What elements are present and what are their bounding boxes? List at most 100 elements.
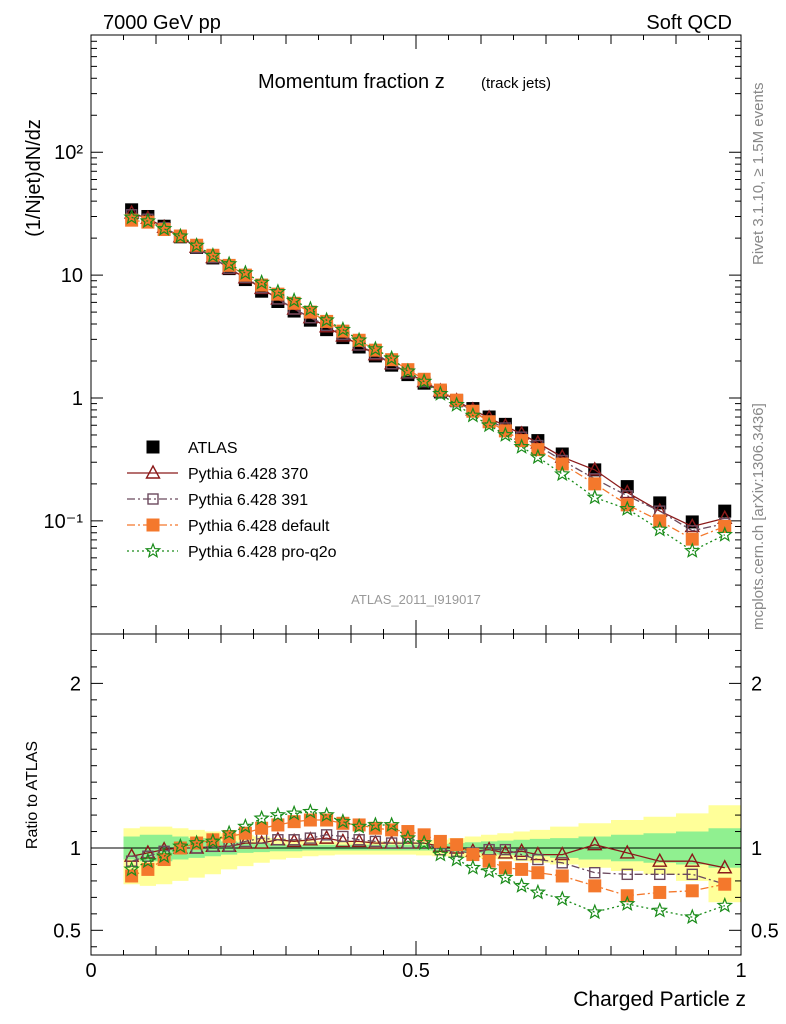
pythia-6-428-391-ratio-point: [369, 835, 382, 848]
pythia-6-428-default-ratio-point: [685, 884, 699, 898]
pythia-6-428-pro-q2o-point: [367, 340, 384, 357]
pythia-6-428-default-ratio-point: [555, 869, 569, 883]
pythia-6-428-default-ratio-point: [466, 848, 480, 862]
y-tick-label: 10: [61, 265, 83, 287]
pythia-6-428-default-ratio-point: [588, 879, 602, 893]
pythia-6-428-391-ratio-point: [621, 868, 633, 881]
pythia-6-428-default-point: [588, 477, 602, 491]
ratio-y-axis-label: Ratio to ATLAS: [24, 741, 41, 849]
plot-title-subscript: (track jets): [481, 75, 551, 92]
pythia-6-428-pro-q2o-ratio-point: [651, 901, 668, 918]
y-tick-label: 1: [72, 388, 83, 410]
main-plot-panel: 10⁻¹ 1 10 10² Momentum fraction z (track jets…: [44, 34, 742, 635]
pythia-6-428-pro-q2o-ratio-point: [123, 860, 140, 877]
pythia-6-428-pro-q2o-point: [253, 273, 270, 290]
y-tick-label: 10⁻¹: [44, 511, 84, 533]
pythia-6-428-pro-q2o-point: [204, 247, 222, 263]
pythia-6-428-391-ratio-point: [532, 853, 544, 866]
pythia-6-428-pro-q2o-ratio-point: [448, 850, 465, 867]
pythia-6-428-pro-q2o-ratio-point: [237, 817, 254, 834]
pythia-6-428-370-ratio-point: [253, 834, 270, 849]
pythia-6-428-370-ratio-point: [554, 846, 570, 861]
pythia-6-428-pro-q2o-ratio-point: [220, 824, 238, 841]
pythia-6-428-pro-q2o-ratio-point: [367, 816, 384, 832]
pythia-6-428-pro-q2o-point: [220, 255, 238, 272]
header-right: Soft QCD: [646, 12, 732, 34]
pythia-6-428-370-ratio-point: [351, 832, 367, 848]
pythia-6-428-370-point: [619, 484, 635, 499]
pythia-6-428-391-ratio-point: [142, 850, 154, 862]
pythia-6-428-pro-q2o-point: [399, 362, 417, 379]
x-tick-label: 1: [735, 960, 746, 982]
pythia-6-428-pro-q2o-point: [139, 212, 157, 229]
pythia-6-428-pro-q2o-point: [237, 264, 254, 281]
pythia-6-428-pro-q2o-ratio-point: [155, 847, 173, 864]
main-y-axis-label: (1/Njet)dN/dz: [23, 119, 45, 237]
pythia-6-428-pro-q2o-point: [302, 300, 319, 317]
pythia-6-428-pro-q2o-ratio-point: [350, 817, 368, 834]
pythia-6-428-pro-q2o-ratio-point: [716, 896, 734, 913]
header-left: 7000 GeV pp: [103, 12, 221, 34]
pythia-6-428-pro-q2o-ratio-point: [554, 890, 571, 907]
pythia-6-428-pro-q2o-ratio-point: [529, 883, 547, 900]
pythia-6-428-default-ratio-point: [515, 862, 529, 876]
x-tick-label: 0.5: [402, 960, 430, 982]
pythia-6-428-pro-q2o-ratio-point: [302, 803, 319, 819]
pythia-6-428-370-ratio-point: [140, 844, 156, 859]
pythia-6-428-370-ratio-point: [513, 842, 530, 857]
pythia-6-428-default-ratio-point: [531, 866, 545, 880]
pythia-6-428-pro-q2o-point: [285, 291, 303, 308]
pythia-6-428-default-ratio-point: [498, 861, 512, 875]
pythia-6-428-default-ratio-point: [482, 854, 496, 868]
pythia-6-428-391-ratio-point: [337, 830, 349, 843]
pythia-6-428-391-ratio-point: [125, 855, 138, 867]
pythia-6-428-370-ratio-point: [717, 859, 733, 874]
pythia-6-428-391-ratio-point: [556, 857, 568, 869]
pythia-6-428-default-point: [450, 393, 464, 407]
pythia-6-428-pro-q2o-ratio-point: [172, 837, 189, 854]
ratio-y-tick-label-right: 1: [751, 838, 762, 860]
pythia-6-428-pro-q2o-point: [684, 542, 701, 558]
legend-label-pythia-6-428-391: Pythia 6.428 391: [188, 492, 308, 509]
pythia-6-428-pro-q2o-point: [432, 385, 449, 401]
y-tick-label: 10²: [54, 142, 83, 164]
legend-label-pythia-6-428-370: Pythia 6.428 370: [188, 466, 308, 483]
legend-label-atlas: ATLAS: [188, 440, 238, 457]
pythia-6-428-default-point: [555, 457, 569, 471]
pythia-6-428-391-ratio-point: [272, 834, 284, 846]
pythia-6-428-391-ratio-point: [515, 848, 528, 861]
pythia-6-428-default-ratio-point: [255, 821, 269, 835]
pythia-6-428-pro-q2o-ratio-point: [253, 809, 270, 826]
pythia-6-428-391-ratio-point: [353, 834, 365, 846]
pythia-6-428-pro-q2o-point: [123, 208, 140, 225]
pythia-6-428-391-ratio-point: [654, 868, 666, 881]
pythia-6-428-pro-q2o-ratio-point: [285, 804, 303, 821]
pythia-6-428-391-ratio-point: [304, 832, 317, 844]
pythia-6-428-default-ratio-point: [450, 838, 464, 852]
pythia-6-428-default-ratio-point: [271, 818, 285, 832]
pythia-6-428-391-ratio-point: [402, 837, 414, 849]
rivet-label: Rivet 3.1.10, ≥ 1.5M events: [750, 83, 767, 266]
pythia-6-428-pro-q2o-point: [716, 526, 734, 542]
pythia-6-428-370-ratio-point: [684, 852, 700, 867]
pythia-6-428-370-ratio-point: [619, 844, 635, 859]
x-tick-label: 0: [85, 960, 96, 982]
pythia-6-428-391-ratio-point: [320, 829, 333, 841]
legend-marker-pythia-6-428-370: [145, 464, 161, 479]
pythia-6-428-pro-q2o-point: [350, 331, 368, 348]
pythia-6-428-pro-q2o-point: [497, 426, 514, 442]
pythia-6-428-pro-q2o-point: [415, 372, 433, 389]
pythia-6-428-370-ratio-point: [530, 846, 546, 861]
analysis-label: ATLAS_2011_I919017: [351, 592, 481, 607]
pythia-6-428-pro-q2o-point: [334, 320, 352, 337]
ratio-plot-background: [91, 634, 741, 955]
ratio-plot-panel: 0.5 0.51 12 20 0.5 1: [53, 633, 779, 982]
pythia-6-428-pro-q2o-ratio-point: [464, 859, 482, 875]
pythia-6-428-pro-q2o-point: [155, 220, 173, 236]
pythia-6-428-pro-q2o-point: [448, 396, 465, 412]
pythia-6-428-pro-q2o-point: [318, 311, 335, 328]
ratio-y-tick-label-left: 2: [70, 673, 81, 695]
pythia-6-428-pro-q2o-ratio-point: [415, 834, 433, 851]
ratio-y-tick-label-right: 2: [751, 673, 762, 695]
pythia-6-428-pro-q2o-point: [464, 406, 482, 423]
